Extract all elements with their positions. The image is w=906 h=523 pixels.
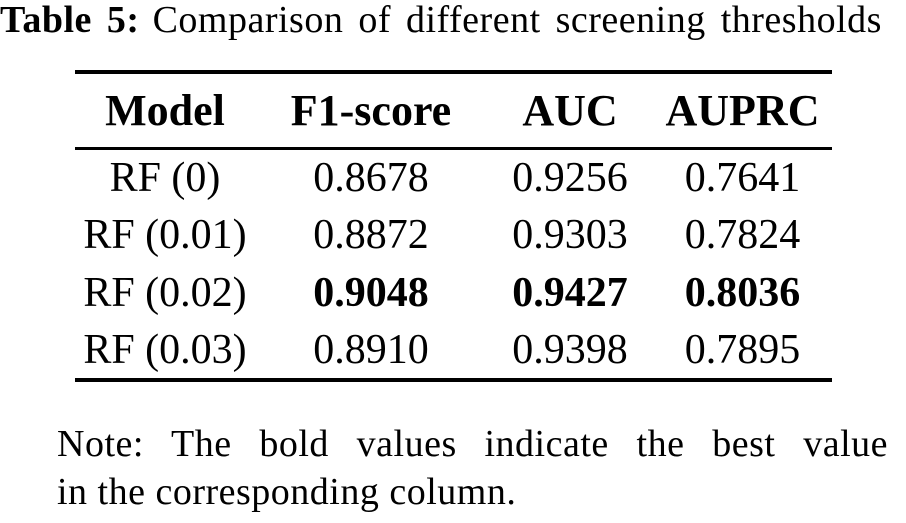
auprc-cell: 0.7824: [684, 212, 801, 258]
caption-label: Table 5:: [0, 0, 140, 41]
column-header-model: Model: [105, 85, 225, 135]
auprc-cell: 0.7641: [684, 154, 801, 201]
auc-cell: 0.9427: [512, 270, 628, 316]
table-caption: Table 5: Comparison of different screenin…: [0, 0, 906, 42]
table-row: RF (0.02) 0.9048 0.9427 0.8036: [75, 264, 832, 322]
model-cell: RF (0.01): [83, 212, 247, 258]
column-header-f1: F1-score: [290, 85, 452, 135]
f1-cell: 0.8910: [313, 327, 429, 373]
model-cell: RF (0.03): [83, 327, 247, 373]
column-header-auprc: AUPRC: [665, 85, 820, 135]
model-cell: RF (0): [109, 154, 221, 201]
auprc-cell: 0.8036: [684, 270, 801, 316]
f1-cell: 0.8678: [313, 154, 429, 201]
caption-text: Comparison of different screening thresh…: [152, 0, 882, 41]
results-table: Model F1-score AUC AUPRC RF (0) 0.8678 0…: [75, 70, 832, 382]
f1-cell: 0.8872: [313, 212, 429, 258]
auprc-cell: 0.7895: [684, 327, 801, 373]
table-note: Note: The bold values indicate the best …: [57, 420, 888, 516]
table-row: RF (0) 0.8678 0.9256 0.7641: [75, 148, 832, 206]
auc-cell: 0.9256: [512, 154, 628, 201]
table-row: RF (0.01) 0.8872 0.9303 0.7824: [75, 206, 832, 264]
f1-cell: 0.9048: [313, 270, 429, 316]
note-line-2: in the corresponding column.: [57, 471, 517, 513]
header-row: Model F1-score AUC AUPRC: [75, 72, 832, 148]
auc-cell: 0.9398: [512, 327, 628, 373]
model-cell: RF (0.02): [83, 270, 247, 316]
table-row: RF (0.03) 0.8910 0.9398 0.7895: [75, 322, 832, 380]
column-header-auc: AUC: [522, 85, 618, 135]
note-line-1: Note: The bold values indicate the best …: [57, 423, 888, 465]
auc-cell: 0.9303: [512, 212, 628, 258]
